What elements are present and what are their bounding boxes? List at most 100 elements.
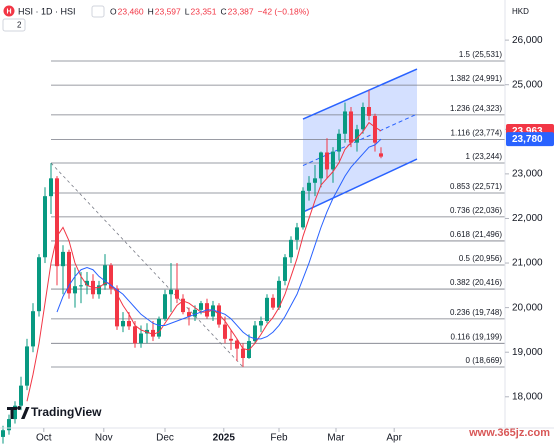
fib-label: 0.116 (19,199): [451, 332, 503, 341]
fib-label: 0.382 (20,416): [450, 278, 502, 287]
fib-label: 1.116 (23,774): [451, 128, 503, 137]
fib-label: 1.5 (25,531): [459, 50, 502, 59]
ohlc-key: H: [148, 6, 154, 16]
watermark: www.365jz.com: [468, 427, 550, 439]
candle-body: [12, 405, 17, 420]
y-tick-label: 26,000: [512, 35, 543, 46]
candle-body: [234, 340, 239, 349]
candle-body: [372, 115, 377, 143]
candle-body: [24, 346, 29, 386]
x-tick-label: Mar: [327, 433, 345, 444]
candle-body: [360, 107, 365, 130]
fib-label: 1.236 (24,323): [450, 104, 502, 113]
candle-body: [132, 326, 137, 344]
candle-body: [150, 329, 155, 337]
x-tick-label: Dec: [156, 433, 174, 444]
candle-body: [36, 257, 41, 312]
candle-body: [108, 265, 113, 289]
channel-lower: [302, 158, 418, 213]
candle-body: [198, 303, 203, 310]
candle-body: [138, 333, 143, 344]
symbol[interactable]: HSI · 1D · HSI: [18, 6, 76, 16]
candle-body: [54, 178, 59, 267]
x-tick-label: Apr: [386, 433, 402, 444]
x-tick-label: Oct: [36, 433, 52, 444]
candle-body: [318, 152, 323, 179]
y-tick-label: 21,000: [512, 258, 543, 269]
logo-mark: [7, 406, 30, 419]
fib-label: 0.618 (21,496): [450, 230, 502, 239]
x-tick-label: Feb: [270, 433, 288, 444]
candle-body: [240, 348, 245, 359]
candle-body: [270, 297, 275, 308]
candle-body: [324, 152, 329, 170]
fib-label: 0.236 (19,748): [450, 308, 502, 317]
y-tick-label: 20,000: [512, 302, 543, 313]
candle-body: [276, 280, 281, 308]
candle-body: [42, 196, 47, 258]
fib-label: 1.382 (24,991): [450, 74, 502, 83]
candle-body: [180, 298, 185, 313]
candle-body: [84, 280, 89, 286]
candle-body: [78, 285, 83, 287]
candle-body: [282, 257, 287, 281]
candle-body: [96, 285, 101, 295]
fib-trend: [50, 162, 244, 368]
ohlc-key: C: [221, 6, 227, 16]
fib-label: 0 (18,669): [466, 356, 503, 365]
ohlc-value: 23,351: [191, 6, 217, 16]
ohlc-value: 23,460: [118, 6, 144, 16]
candle-body: [162, 294, 167, 319]
candle-body: [30, 311, 35, 347]
toggle[interactable]: [91, 5, 105, 18]
symbol-icon: [3, 5, 15, 17]
candle-body: [18, 385, 23, 406]
candle-body: [0, 430, 5, 437]
y-tick-label: 18,000: [512, 391, 543, 402]
indicators-toggle[interactable]: [2, 18, 26, 32]
ohlc-change: −42 (−0.18%): [258, 6, 310, 16]
candle-body: [366, 107, 371, 116]
candle-body: [156, 318, 161, 337]
candle-body: [378, 153, 383, 157]
candle-body: [48, 178, 53, 197]
candle-body: [300, 190, 305, 228]
candle-body: [264, 297, 269, 321]
candle-body: [186, 312, 191, 317]
y-tick-label: 19,000: [512, 347, 543, 358]
candle-body: [210, 305, 215, 317]
ohlc-value: 23,387: [228, 6, 254, 16]
channel-upper: [302, 68, 418, 120]
candle-body: [174, 289, 179, 299]
candle-body: [228, 338, 233, 341]
candle-body: [102, 265, 107, 286]
candle-body: [222, 324, 227, 339]
candle-body: [312, 178, 317, 183]
indicators-count: 2: [17, 21, 22, 30]
y-tick-label: 23,000: [512, 169, 543, 180]
y-tick-label: 22,000: [512, 213, 543, 224]
candle-body: [258, 321, 263, 326]
fib-label: 0.853 (22,571): [450, 182, 502, 191]
candle-body: [330, 151, 335, 170]
ohlc-value: 23,597: [155, 6, 181, 16]
candle-body: [336, 133, 341, 152]
ohlc-key: O: [110, 6, 117, 16]
candle-body: [342, 111, 347, 134]
candle-body: [192, 309, 197, 317]
moving-average: [26, 121, 382, 402]
fib-label: 1 (23,244): [466, 152, 503, 161]
candle-body: [252, 325, 257, 342]
currency: HKD: [512, 7, 529, 16]
candle-body: [72, 286, 77, 294]
candle-body: [168, 289, 173, 295]
symbol-icon-letter: H: [6, 8, 11, 15]
candle-body: [288, 239, 293, 258]
candle-body: [126, 321, 131, 327]
logo-text: TradingView: [31, 405, 102, 419]
ohlc-legend: O 23,460 H 23,597 L 23,351 C 23,387 −42 (−0.18%): [110, 6, 309, 16]
price-badge-label: 23,963: [512, 126, 543, 137]
price-badge-label: 23,780: [512, 134, 543, 145]
